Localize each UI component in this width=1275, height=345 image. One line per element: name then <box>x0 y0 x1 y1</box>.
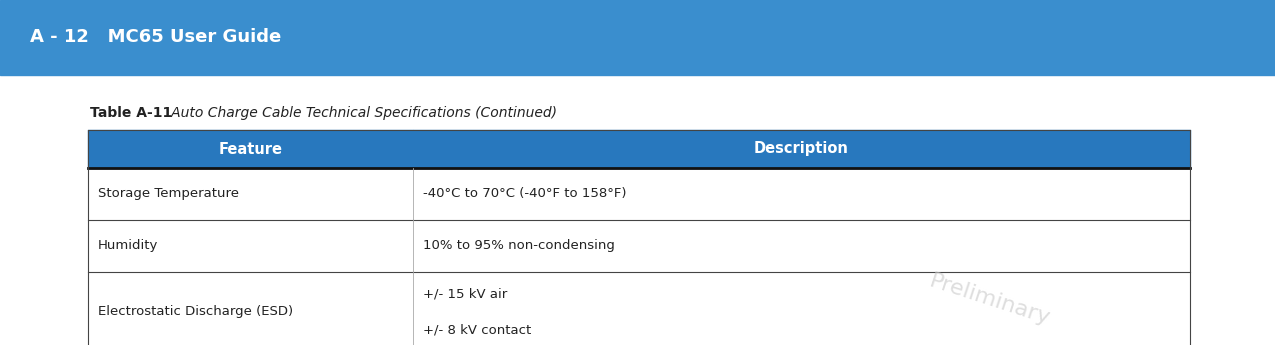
Text: A - 12   MC65 User Guide: A - 12 MC65 User Guide <box>31 29 282 47</box>
Text: Feature: Feature <box>218 141 283 157</box>
Bar <box>0 0 1275 75</box>
Text: 10% to 95% non-condensing: 10% to 95% non-condensing <box>423 239 615 253</box>
Text: +/- 8 kV contact: +/- 8 kV contact <box>423 324 532 336</box>
Text: Auto Charge Cable Technical Specifications (Continued): Auto Charge Cable Technical Specificatio… <box>158 106 557 120</box>
Text: -40°C to 70°C (-40°F to 158°F): -40°C to 70°C (-40°F to 158°F) <box>423 187 626 200</box>
Text: Table A-11: Table A-11 <box>91 106 172 120</box>
Text: Humidity: Humidity <box>98 239 158 253</box>
Text: Electrostatic Discharge (ESD): Electrostatic Discharge (ESD) <box>98 306 293 318</box>
Text: Preliminary: Preliminary <box>927 271 1053 329</box>
Text: Storage Temperature: Storage Temperature <box>98 187 238 200</box>
Text: +/- 15 kV air: +/- 15 kV air <box>423 287 507 300</box>
Text: Description: Description <box>754 141 849 157</box>
Bar <box>413 130 1190 168</box>
Bar <box>88 130 413 168</box>
